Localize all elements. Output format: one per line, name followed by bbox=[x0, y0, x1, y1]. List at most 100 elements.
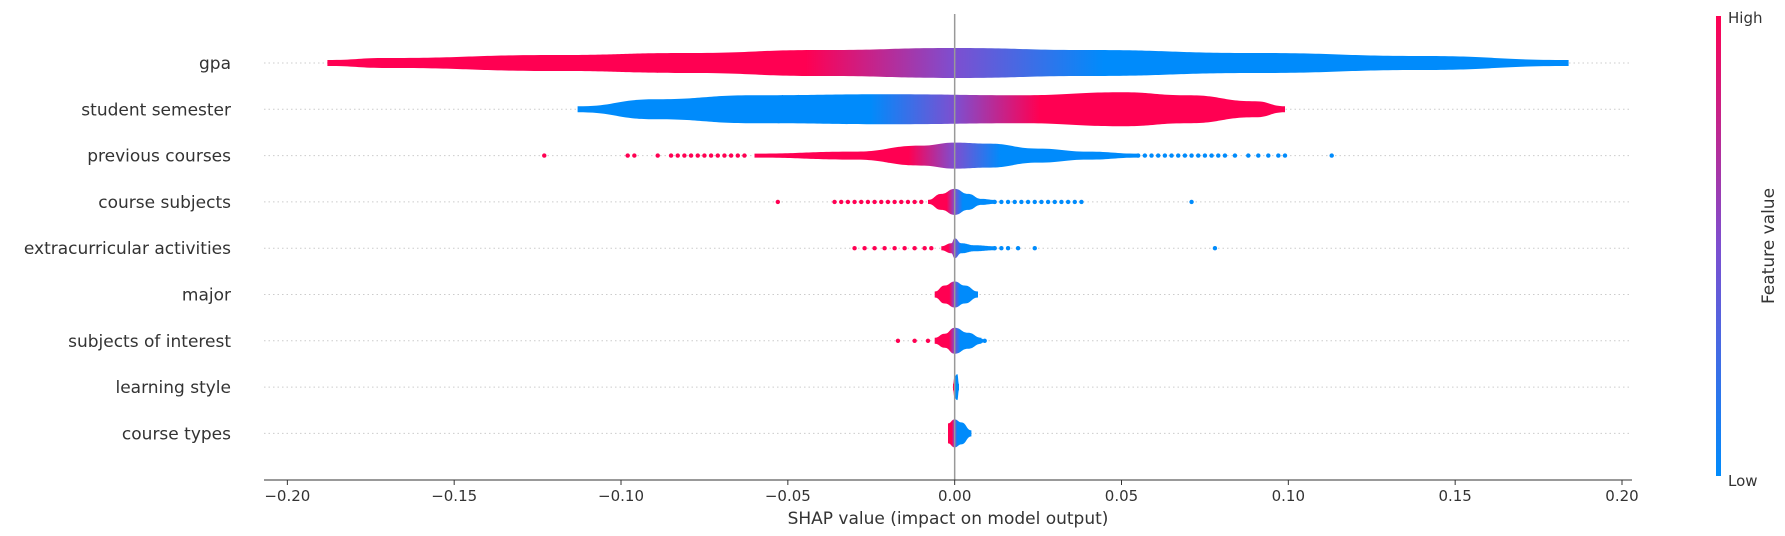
violin-gpa bbox=[327, 48, 1569, 78]
outlier-point bbox=[1266, 153, 1271, 158]
outlier-point bbox=[845, 199, 851, 205]
outlier-point bbox=[1256, 153, 1261, 158]
feature-label: subjects of interest bbox=[68, 332, 231, 352]
outlier-point bbox=[1189, 153, 1194, 158]
outlier-point bbox=[865, 199, 871, 205]
violin-previous-courses bbox=[754, 142, 1139, 169]
outlier-point bbox=[992, 199, 997, 205]
outlier-point bbox=[1156, 153, 1161, 158]
outlier-point bbox=[852, 246, 857, 251]
outlier-point bbox=[1032, 199, 1037, 205]
outlier-point bbox=[912, 199, 917, 205]
outlier-point bbox=[1045, 199, 1051, 205]
violin-student-semester bbox=[577, 92, 1285, 127]
outlier-point bbox=[999, 246, 1004, 251]
x-axis: −0.20 −0.15 −0.10 −0.05 0.00 0.05 0.10 0.15 0.20 bbox=[264, 479, 1639, 505]
outlier-point bbox=[999, 199, 1004, 205]
outlier-point bbox=[722, 153, 727, 158]
outlier-point bbox=[929, 246, 934, 251]
feature-label: course types bbox=[122, 424, 231, 444]
feature-labels: gpa student semester previous courses cours… bbox=[24, 54, 231, 444]
colorbar-gradient bbox=[1716, 16, 1721, 476]
outlier-point bbox=[982, 338, 987, 343]
outlier-point bbox=[1176, 153, 1181, 158]
outlier-point bbox=[1209, 153, 1214, 158]
x-axis-title: SHAP value (impact on model output) bbox=[788, 509, 1109, 529]
outlier-point bbox=[742, 153, 747, 158]
outlier-point bbox=[688, 153, 694, 158]
feature-label: previous courses bbox=[87, 147, 231, 167]
outlier-point bbox=[1065, 199, 1071, 205]
outlier-point bbox=[775, 199, 781, 205]
x-tick-label: −0.15 bbox=[431, 487, 477, 505]
violin-major bbox=[934, 281, 978, 308]
outlier-point bbox=[1212, 246, 1218, 251]
outlier-point bbox=[912, 338, 917, 343]
violin-course-types bbox=[948, 419, 972, 448]
outlier-point bbox=[872, 199, 877, 205]
outlier-point bbox=[695, 153, 700, 158]
feature-label: gpa bbox=[199, 54, 231, 74]
x-tick-label: 0.10 bbox=[1272, 487, 1305, 505]
feature-label: extracurricular activities bbox=[24, 239, 231, 259]
outlier-point bbox=[872, 246, 877, 251]
outlier-point bbox=[1182, 153, 1188, 158]
outlier-point bbox=[1012, 199, 1017, 205]
outlier-point bbox=[1019, 199, 1024, 205]
outlier-point bbox=[1282, 153, 1288, 158]
feature-label: course subjects bbox=[98, 193, 231, 213]
outlier-point bbox=[1202, 153, 1208, 158]
outlier-point bbox=[979, 338, 984, 343]
outlier-point bbox=[1189, 199, 1194, 205]
outlier-point bbox=[715, 153, 720, 158]
outlier-point bbox=[1005, 199, 1011, 205]
outlier-point bbox=[919, 199, 924, 205]
outlier-point bbox=[1135, 153, 1141, 158]
colorbar: High Low Feature value bbox=[1716, 9, 1779, 490]
outlier-point bbox=[1169, 153, 1174, 158]
outlier-point bbox=[668, 153, 674, 158]
outlier-point bbox=[702, 153, 707, 158]
violin-course-subjects bbox=[928, 188, 995, 215]
outlier-point bbox=[925, 338, 931, 343]
outlier-point bbox=[1222, 153, 1228, 158]
outlier-point bbox=[1329, 153, 1334, 158]
x-tick-label: 0.20 bbox=[1605, 487, 1638, 505]
colorbar-title: Feature value bbox=[1759, 188, 1779, 304]
outlier-point bbox=[1142, 153, 1148, 158]
colorbar-low-label: Low bbox=[1728, 472, 1758, 490]
outlier-point bbox=[1025, 199, 1031, 205]
outlier-point bbox=[542, 153, 547, 158]
violin-subjects-of-interest bbox=[934, 327, 982, 354]
outlier-point bbox=[1246, 153, 1251, 158]
outlier-point bbox=[1039, 199, 1044, 205]
x-tick-label: −0.05 bbox=[765, 487, 811, 505]
outlier-point bbox=[862, 246, 867, 251]
outlier-point bbox=[1216, 153, 1221, 158]
outlier-point bbox=[905, 199, 911, 205]
outlier-point bbox=[1052, 199, 1057, 205]
feature-label: learning style bbox=[115, 378, 231, 398]
outlier-point bbox=[1005, 246, 1011, 251]
outlier-point bbox=[899, 199, 904, 205]
outlier-point bbox=[728, 153, 734, 158]
outlier-point bbox=[922, 246, 927, 251]
outlier-point bbox=[708, 153, 714, 158]
outlier-point bbox=[1072, 199, 1077, 205]
violin-learning-style bbox=[953, 374, 959, 401]
outlier-point bbox=[1162, 153, 1168, 158]
violin-extracurricular-activities bbox=[941, 238, 995, 259]
outlier-point bbox=[859, 199, 864, 205]
outlier-point bbox=[1059, 199, 1064, 205]
colorbar-high-label: High bbox=[1728, 9, 1762, 27]
outlier-point bbox=[1032, 246, 1037, 251]
outlier-point bbox=[839, 199, 844, 205]
outlier-point bbox=[885, 199, 891, 205]
outlier-point bbox=[1079, 199, 1084, 205]
outlier-point bbox=[879, 199, 884, 205]
outlier-point bbox=[1232, 153, 1238, 158]
outlier-point bbox=[992, 246, 997, 251]
outlier-point bbox=[912, 246, 917, 251]
outlier-point bbox=[1149, 153, 1154, 158]
outlier-point bbox=[625, 153, 630, 158]
